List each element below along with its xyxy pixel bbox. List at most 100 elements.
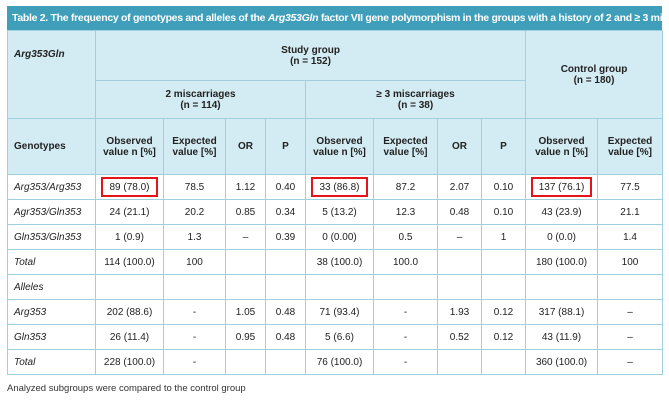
cell: –	[437, 224, 482, 250]
cell	[373, 274, 438, 300]
cell: 1.05	[225, 299, 266, 325]
subgroup-header: 2 miscarriages (n = 114)	[95, 80, 306, 119]
cell: 1.93	[437, 299, 482, 325]
cell	[265, 249, 306, 275]
subgroup-n: (n = 114)	[180, 99, 221, 111]
row-label: Gln353	[7, 324, 96, 350]
cell: 100.0	[373, 249, 438, 275]
data-table: Arg353Gln Study group (n = 152) Control g…	[7, 30, 664, 375]
cell: 228 (100.0)	[95, 349, 164, 375]
group-header: Study group (n = 152)	[94, 30, 527, 81]
cell: 5 (6.6)	[305, 324, 374, 350]
row-label: Arg353	[7, 299, 96, 325]
cell: 0.40	[265, 174, 306, 200]
column-header: P	[480, 118, 527, 175]
cell	[525, 274, 599, 300]
column-header: Expected value [%]	[373, 118, 438, 175]
cell: 360 (100.0)	[525, 349, 599, 375]
cell	[480, 274, 527, 300]
group-name: Control group	[560, 63, 628, 75]
cell: 21.1	[597, 199, 664, 225]
cell: 100	[163, 249, 226, 275]
table-title: Table 2. The frequency of genotypes and …	[7, 6, 662, 30]
cell: -	[163, 349, 226, 375]
row-label: Alleles	[7, 274, 96, 300]
cell: 0.5	[373, 224, 438, 250]
title-text: Table 2. The frequency of genotypes and …	[12, 12, 268, 24]
row-label: Total	[7, 349, 96, 375]
cell: 114 (100.0)	[95, 249, 164, 275]
cell: 1.12	[225, 174, 266, 200]
column-header-row: Genotypes Observed value n [%] Expected va…	[7, 118, 664, 175]
cell: 317 (88.1)	[525, 299, 599, 325]
cell: 0.34	[265, 199, 306, 225]
column-header: Expected value [%]	[597, 118, 664, 175]
cell: –	[225, 224, 266, 250]
cell: 43 (11.9)	[525, 324, 599, 350]
cell	[305, 274, 374, 300]
cell: 0 (0.0)	[525, 224, 599, 250]
cell: 0.85	[225, 199, 266, 225]
cell	[265, 274, 306, 300]
table-row: Agr353/Gln353 24 (21.1) 20.2 0.85 0.34 5 (13.…	[7, 199, 664, 225]
cell: 0 (0.00)	[305, 224, 374, 250]
cell: 24 (21.1)	[95, 199, 164, 225]
cell: 87.2	[373, 174, 438, 200]
cell: –	[597, 299, 664, 325]
cell: 100	[597, 249, 664, 275]
cell: 0.52	[437, 324, 482, 350]
cell	[163, 274, 226, 300]
title-gene: Arg353Gln	[267, 12, 319, 24]
corner-header: Arg353Gln	[7, 30, 96, 119]
cell: –	[597, 349, 664, 375]
table-figure: Table 2. The frequency of genotypes and …	[7, 6, 664, 394]
column-header: OR	[225, 118, 266, 175]
cell	[225, 249, 266, 275]
cell: 20.2	[163, 199, 226, 225]
table-row: Gln353/Gln353 1 (0.9) 1.3–0.39 0 (0.00) 0.5–…	[7, 224, 664, 250]
subgroup-n: (n = 38)	[397, 99, 434, 111]
cell: 0.12	[480, 299, 527, 325]
cell: 202 (88.6)	[95, 299, 164, 325]
table-row: Alleles	[7, 274, 664, 300]
cell: -	[373, 349, 438, 375]
cell	[95, 274, 164, 300]
cell: -	[373, 324, 438, 350]
subgroup-name: ≥ 3 miscarriages	[376, 88, 455, 100]
row-label: Gln353/Gln353	[7, 224, 96, 250]
cell: 0.10	[480, 199, 527, 225]
cell: 0.10	[480, 174, 527, 200]
cell: 0.48	[265, 299, 306, 325]
table-row: Arg353 202 (88.6) -1.05 0.48 71 (93.4) -1.93 0…	[7, 299, 664, 325]
column-header: P	[265, 118, 306, 175]
cell: 77.5	[597, 174, 664, 200]
cell: -	[163, 299, 226, 325]
cell: 0.12	[480, 324, 527, 350]
column-header: OR	[437, 118, 482, 175]
cell: 43 (23.9)	[525, 199, 599, 225]
cell: 33 (86.8)	[305, 174, 374, 200]
subgroup-name: 2 miscarriages	[165, 88, 236, 100]
column-header: Observed value n [%]	[95, 118, 164, 175]
footnote: Analyzed subgroups were compared to the …	[7, 383, 246, 394]
cell	[225, 349, 266, 375]
cell: 1.4	[597, 224, 664, 250]
row-label: Arg353/Arg353	[7, 174, 96, 200]
cell: 38 (100.0)	[305, 249, 374, 275]
cell: -	[163, 324, 226, 350]
column-header: Observed value n [%]	[525, 118, 599, 175]
row-label: Agr353/Gln353	[7, 199, 96, 225]
cell: 26 (11.4)	[95, 324, 164, 350]
table-row: Arg353/Arg353 89 (78.0) 78.5 1.12 0.40 33 (86…	[7, 174, 664, 200]
group-name: Study group	[281, 44, 340, 56]
cell: 89 (78.0)	[95, 174, 164, 200]
cell: 1 (0.9)	[95, 224, 164, 250]
table-row: Total 228 (100.0) -76 (100.0) -360 (100.0) –	[7, 349, 664, 375]
cell: 71 (93.4)	[305, 299, 374, 325]
cell: 78.5	[163, 174, 226, 200]
cell	[437, 274, 482, 300]
cell	[225, 274, 266, 300]
cell	[480, 349, 527, 375]
cell: 1.3	[163, 224, 226, 250]
column-header: Genotypes	[7, 118, 96, 175]
